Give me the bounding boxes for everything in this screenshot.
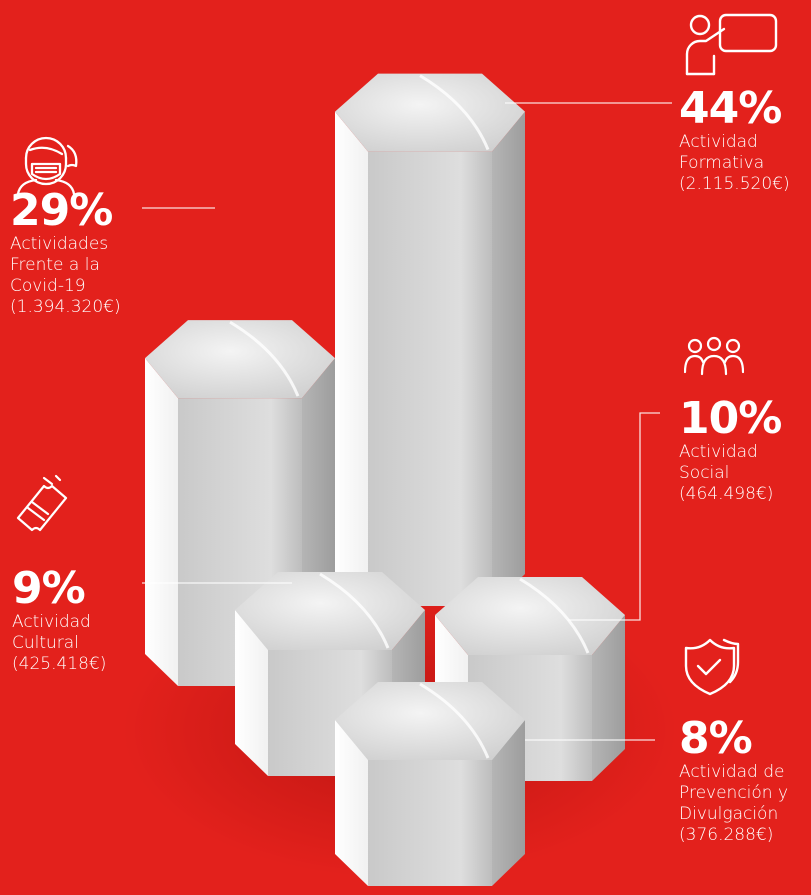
mask-person-icon xyxy=(10,128,82,196)
column-formativa-highlight xyxy=(419,74,490,151)
percent-covid: 29% xyxy=(10,185,113,236)
teacher-board-icon xyxy=(684,12,780,82)
item-prevencion: 8% Actividad de Prevención y Divulgación… xyxy=(679,716,811,846)
percent-formativa: 44% xyxy=(679,83,782,134)
column-covid-left xyxy=(145,358,178,686)
column-covid-highlight xyxy=(229,320,300,397)
percent-cultural: 9% xyxy=(12,563,86,614)
column-formativa-left xyxy=(335,111,368,606)
percent-social: 10% xyxy=(679,393,782,444)
column-prevencion-left xyxy=(335,720,368,886)
item-covid: 29% Actividades Frente a la Covid-19 (1.… xyxy=(10,188,160,318)
column-social-highlight xyxy=(519,577,590,654)
column-formativa-top xyxy=(335,73,525,152)
percent-prevencion: 8% xyxy=(679,713,753,764)
item-social: 10% Actividad Social (464.498€) xyxy=(679,396,811,505)
label-prevencion: Actividad de Prevención y Divulgación (3… xyxy=(679,762,789,845)
people-group-icon xyxy=(684,334,744,384)
label-covid: Actividades Frente a la Covid-19 (1.394.… xyxy=(10,234,121,317)
column-prevencion-front xyxy=(368,760,492,886)
column-prevencion-right xyxy=(492,720,525,886)
item-formativa: 44% Actividad Formativa (2.115.520€) xyxy=(679,86,811,195)
shield-check-icon xyxy=(680,636,742,698)
column-cultural-highlight xyxy=(319,572,390,649)
ticket-icon xyxy=(14,472,70,540)
label-cultural: Actividad Cultural (425.418€) xyxy=(12,612,107,674)
item-cultural: 9% Actividad Cultural (425.418€) xyxy=(12,566,162,675)
column-formativa-right xyxy=(492,111,525,606)
label-formativa: Actividad Formativa (2.115.520€) xyxy=(679,132,790,194)
column-cultural-left xyxy=(235,610,268,776)
column-formativa-front xyxy=(368,151,492,606)
label-social: Actividad Social (464.498€) xyxy=(679,442,774,504)
column-covid-top xyxy=(145,320,335,399)
connector-lines xyxy=(142,102,672,741)
column-prevencion-highlight xyxy=(419,682,490,759)
